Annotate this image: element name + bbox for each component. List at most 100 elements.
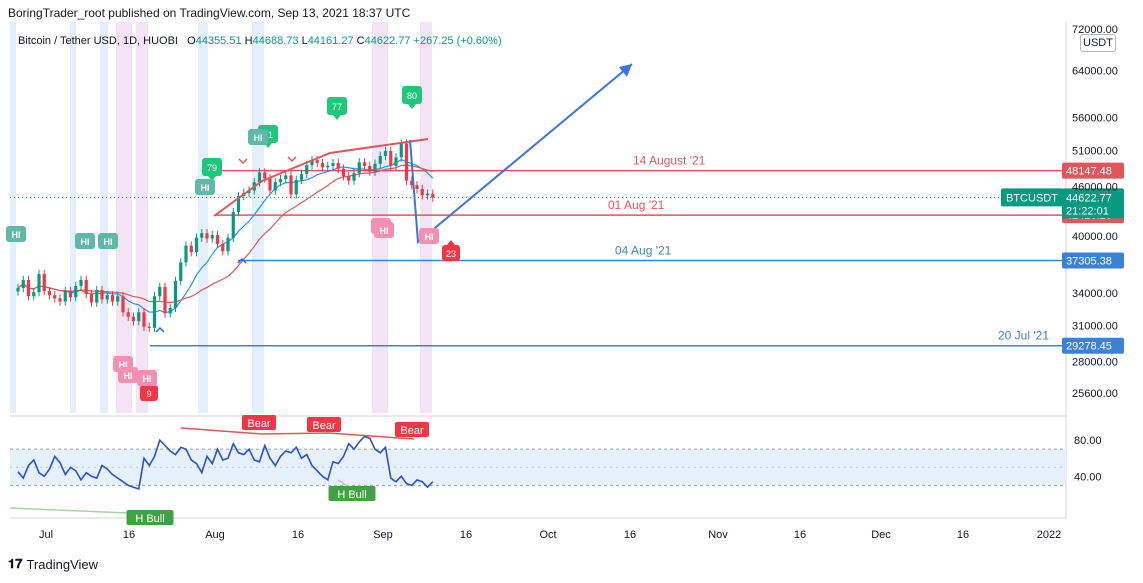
candle <box>158 282 162 301</box>
highlight-band <box>10 22 16 413</box>
price-tick-label: 40000.00 <box>1072 231 1118 243</box>
rsi-annotation: Bear <box>395 422 429 437</box>
down-chevron-icon <box>238 158 248 165</box>
candle-body <box>189 245 193 253</box>
candle-body <box>100 290 104 300</box>
time-tick-label: 16 <box>123 529 135 541</box>
buy-signal-box <box>402 86 422 104</box>
candle-body <box>284 175 288 180</box>
price-tick-label: 28000.00 <box>1072 356 1118 368</box>
rsi-annotation: H Bull <box>328 486 376 501</box>
level-price-text: 29278.45 <box>1066 341 1112 353</box>
sell-signal-box <box>442 245 460 261</box>
buy-signal-label: 77 <box>332 102 342 112</box>
candle-body <box>221 243 225 252</box>
time-tick-label: Sep <box>373 529 393 541</box>
candle <box>147 322 151 333</box>
candle <box>431 189 435 202</box>
candle-body <box>200 233 204 238</box>
level-price-tag: 29278.45 <box>1062 337 1124 354</box>
candle-body <box>305 165 309 174</box>
candle-body <box>110 295 115 302</box>
candle-body <box>410 180 414 186</box>
candle-body <box>194 237 199 253</box>
candle-body <box>58 298 62 302</box>
candle <box>42 269 46 296</box>
candle-body <box>205 233 209 239</box>
candle <box>373 159 377 176</box>
candle-body <box>425 193 430 196</box>
time-axis[interactable]: Jul 16 Aug 16 Sep 16 Oct 16 Nov 16 Dec 16 2022 <box>39 529 1061 541</box>
candle <box>404 139 409 185</box>
close-label: C <box>356 35 365 47</box>
currency-unit-button[interactable]: USDT <box>1080 34 1116 52</box>
hi-marker-box <box>195 179 215 195</box>
hi-marker-label: HI <box>143 374 152 384</box>
price-tick-label: 25600.00 <box>1072 388 1118 400</box>
close-value: 44622.77 <box>364 35 411 47</box>
level-price-tag: 48147.48 <box>1062 162 1124 179</box>
price-axis[interactable]: 72000.00 64000.00 56000.00 51000.00 46000.00… <box>1072 24 1118 400</box>
buy-signal-marker: 77 <box>327 97 347 120</box>
rsi-annotation: Bear <box>307 417 341 432</box>
candle <box>289 171 293 199</box>
publish-info: BoringTrader_root published on TradingVi… <box>8 6 411 20</box>
time-tick-label: 16 <box>460 529 472 541</box>
hi-marker: HI <box>137 370 157 386</box>
level-price-box <box>1062 337 1124 354</box>
price-tick-label: 56000.00 <box>1072 112 1118 124</box>
candle-body <box>163 286 167 314</box>
candle <box>26 275 31 301</box>
hi-marker-box <box>6 226 26 242</box>
candle-body <box>373 163 377 172</box>
symbol-name[interactable]: Bitcoin / Tether USD, 1D, HUOBI <box>18 35 178 47</box>
candle-body <box>299 173 304 180</box>
rising-wedge-line <box>213 138 429 217</box>
candle-body <box>389 151 393 166</box>
candle <box>394 153 398 171</box>
candle-body <box>105 295 109 300</box>
candle <box>21 275 25 293</box>
candle <box>68 286 73 302</box>
hi-marker-label: HI <box>104 237 113 247</box>
candle-body <box>121 296 125 313</box>
buy-signal-box <box>327 97 347 115</box>
candle <box>110 290 115 306</box>
candle-body <box>142 312 146 327</box>
level-price-tag: 37305.38 <box>1062 252 1124 269</box>
high-label: H <box>244 35 253 47</box>
price-tick-label: 64000.00 <box>1072 65 1118 77</box>
highlight-band <box>70 22 76 413</box>
candle <box>221 239 225 256</box>
rsi-annotation-label: Bear <box>247 418 271 430</box>
candle <box>215 230 220 249</box>
highlight-bands <box>10 22 432 413</box>
up-chevron-icon <box>237 257 247 264</box>
footer-brand[interactable]: 𝟏𝟕 TradingView <box>8 556 98 572</box>
hi-marker: HI <box>419 228 439 244</box>
hi-marker-label: HI <box>201 183 210 193</box>
candle-body <box>68 291 73 298</box>
candle-body <box>362 162 367 166</box>
candlestick-series <box>16 139 435 333</box>
level-label: 20 Jul '21 <box>998 329 1049 343</box>
candle-body <box>37 273 41 293</box>
candle-body <box>126 312 130 317</box>
candle-body <box>236 196 241 213</box>
candle <box>341 164 346 181</box>
candle-body <box>95 290 99 303</box>
candle-body <box>294 179 298 195</box>
candle-body <box>394 157 398 166</box>
candle-body <box>32 292 36 297</box>
candle <box>310 155 314 170</box>
rsi-line <box>17 435 434 491</box>
up-chevron-icon <box>155 326 165 333</box>
current-price-text: 44622.77 <box>1066 192 1112 204</box>
candle <box>53 290 57 303</box>
hi-marker-box <box>98 233 118 249</box>
change-value: +267.25 (+0.60%) <box>413 35 502 47</box>
candle-body <box>26 279 31 297</box>
highlight-band <box>252 22 264 413</box>
